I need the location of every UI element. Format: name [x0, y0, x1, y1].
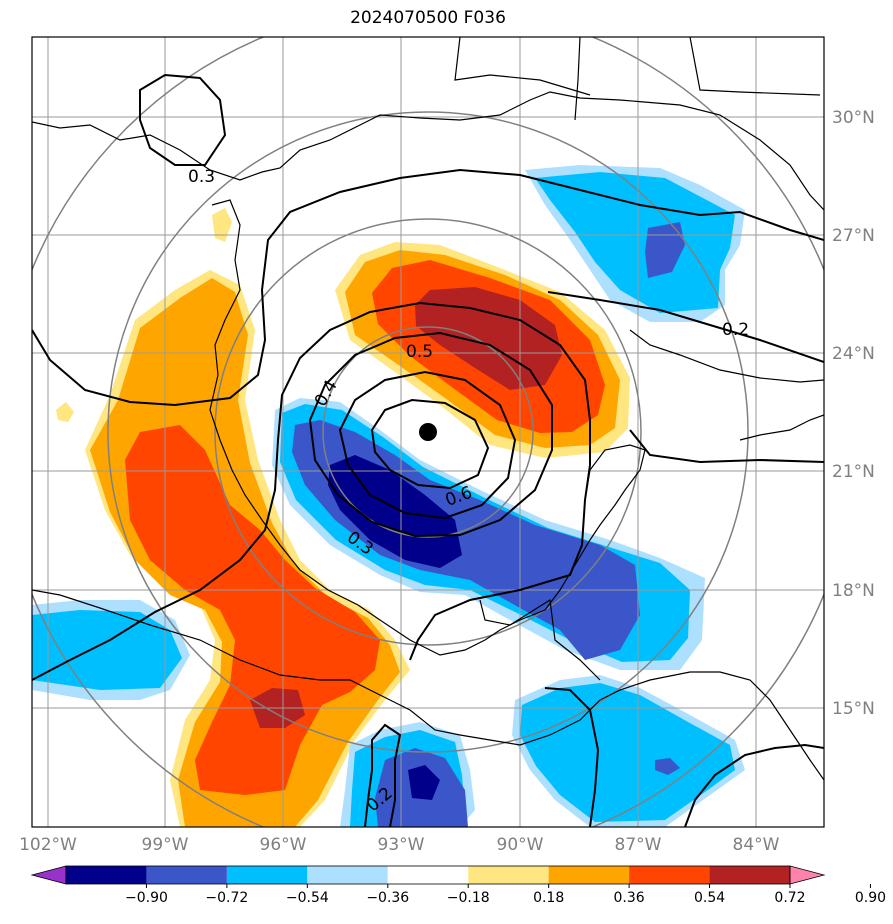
colorbar-segment [307, 866, 388, 884]
lat-label: 30°N [832, 108, 875, 128]
lon-label: 93°W [378, 835, 425, 855]
contour-lines [32, 73, 824, 827]
colorbar-tick-label: −0.36 [366, 890, 409, 906]
colorbar-tick-label: −0.72 [205, 890, 248, 906]
contour-label: 0.5 [406, 342, 433, 362]
colorbar-segment [468, 866, 549, 884]
plot-frame [31, 36, 825, 828]
lon-label: 96°W [260, 835, 307, 855]
colorbar-tick-label: −0.90 [125, 890, 168, 906]
map-title: 2024070500 F036 [350, 8, 506, 28]
colorbar: −0.90 −0.72 −0.54 −0.36 −0.18 0.18 0.36 0.54 0.7… [30, 865, 886, 906]
colorbar-tick-label: 0.36 [614, 890, 645, 906]
lat-labels: 30°N 27°N 24°N 21°N 18°N 15°N [832, 108, 875, 719]
colorbar-segment [709, 866, 790, 884]
colorbar-tick-label: 0.72 [774, 890, 805, 906]
colorbar-tick-label: 0.54 [694, 890, 725, 906]
colorbar-extend-min [30, 865, 67, 885]
colorbar-tick-label: 0.18 [533, 890, 564, 906]
lat-label: 24°N [832, 344, 875, 364]
colorbar-tick-label: 0.90 [855, 890, 886, 906]
colorbar-tick-label: −0.54 [286, 890, 329, 906]
lat-label: 21°N [832, 462, 875, 482]
lon-label: 102°W [19, 835, 77, 855]
colorbar-tick-label: −0.18 [447, 890, 490, 906]
contour-label: 0.2 [722, 320, 749, 340]
lon-label: 87°W [615, 835, 662, 855]
colorbar-segment [387, 866, 469, 884]
lon-label: 84°W [733, 835, 780, 855]
colorbar-segment [226, 866, 308, 884]
filled-contours [32, 165, 745, 827]
plot-area: 0.3 0.2 0.5 0.4 0.6 0.3 0.2 [32, 37, 824, 827]
colorbar-extend-max [789, 865, 826, 885]
lat-label: 18°N [832, 581, 875, 601]
colorbar-segment [146, 866, 227, 884]
coastlines [32, 37, 824, 781]
gridlines [32, 37, 824, 827]
lon-label: 90°W [497, 835, 544, 855]
colorbar-segment [629, 866, 710, 884]
lon-label: 99°W [142, 835, 189, 855]
colorbar-segment [548, 866, 630, 884]
colorbar-segment [66, 866, 147, 884]
lon-labels: 102°W 99°W 96°W 93°W 90°W 87°W 84°W [19, 835, 780, 855]
range-rings [32, 37, 824, 827]
storm-center-marker [419, 423, 437, 441]
lat-label: 27°N [832, 226, 875, 246]
lat-label: 15°N [832, 699, 875, 719]
colorbar-frame [65, 865, 791, 885]
contour-label: 0.3 [188, 167, 215, 187]
